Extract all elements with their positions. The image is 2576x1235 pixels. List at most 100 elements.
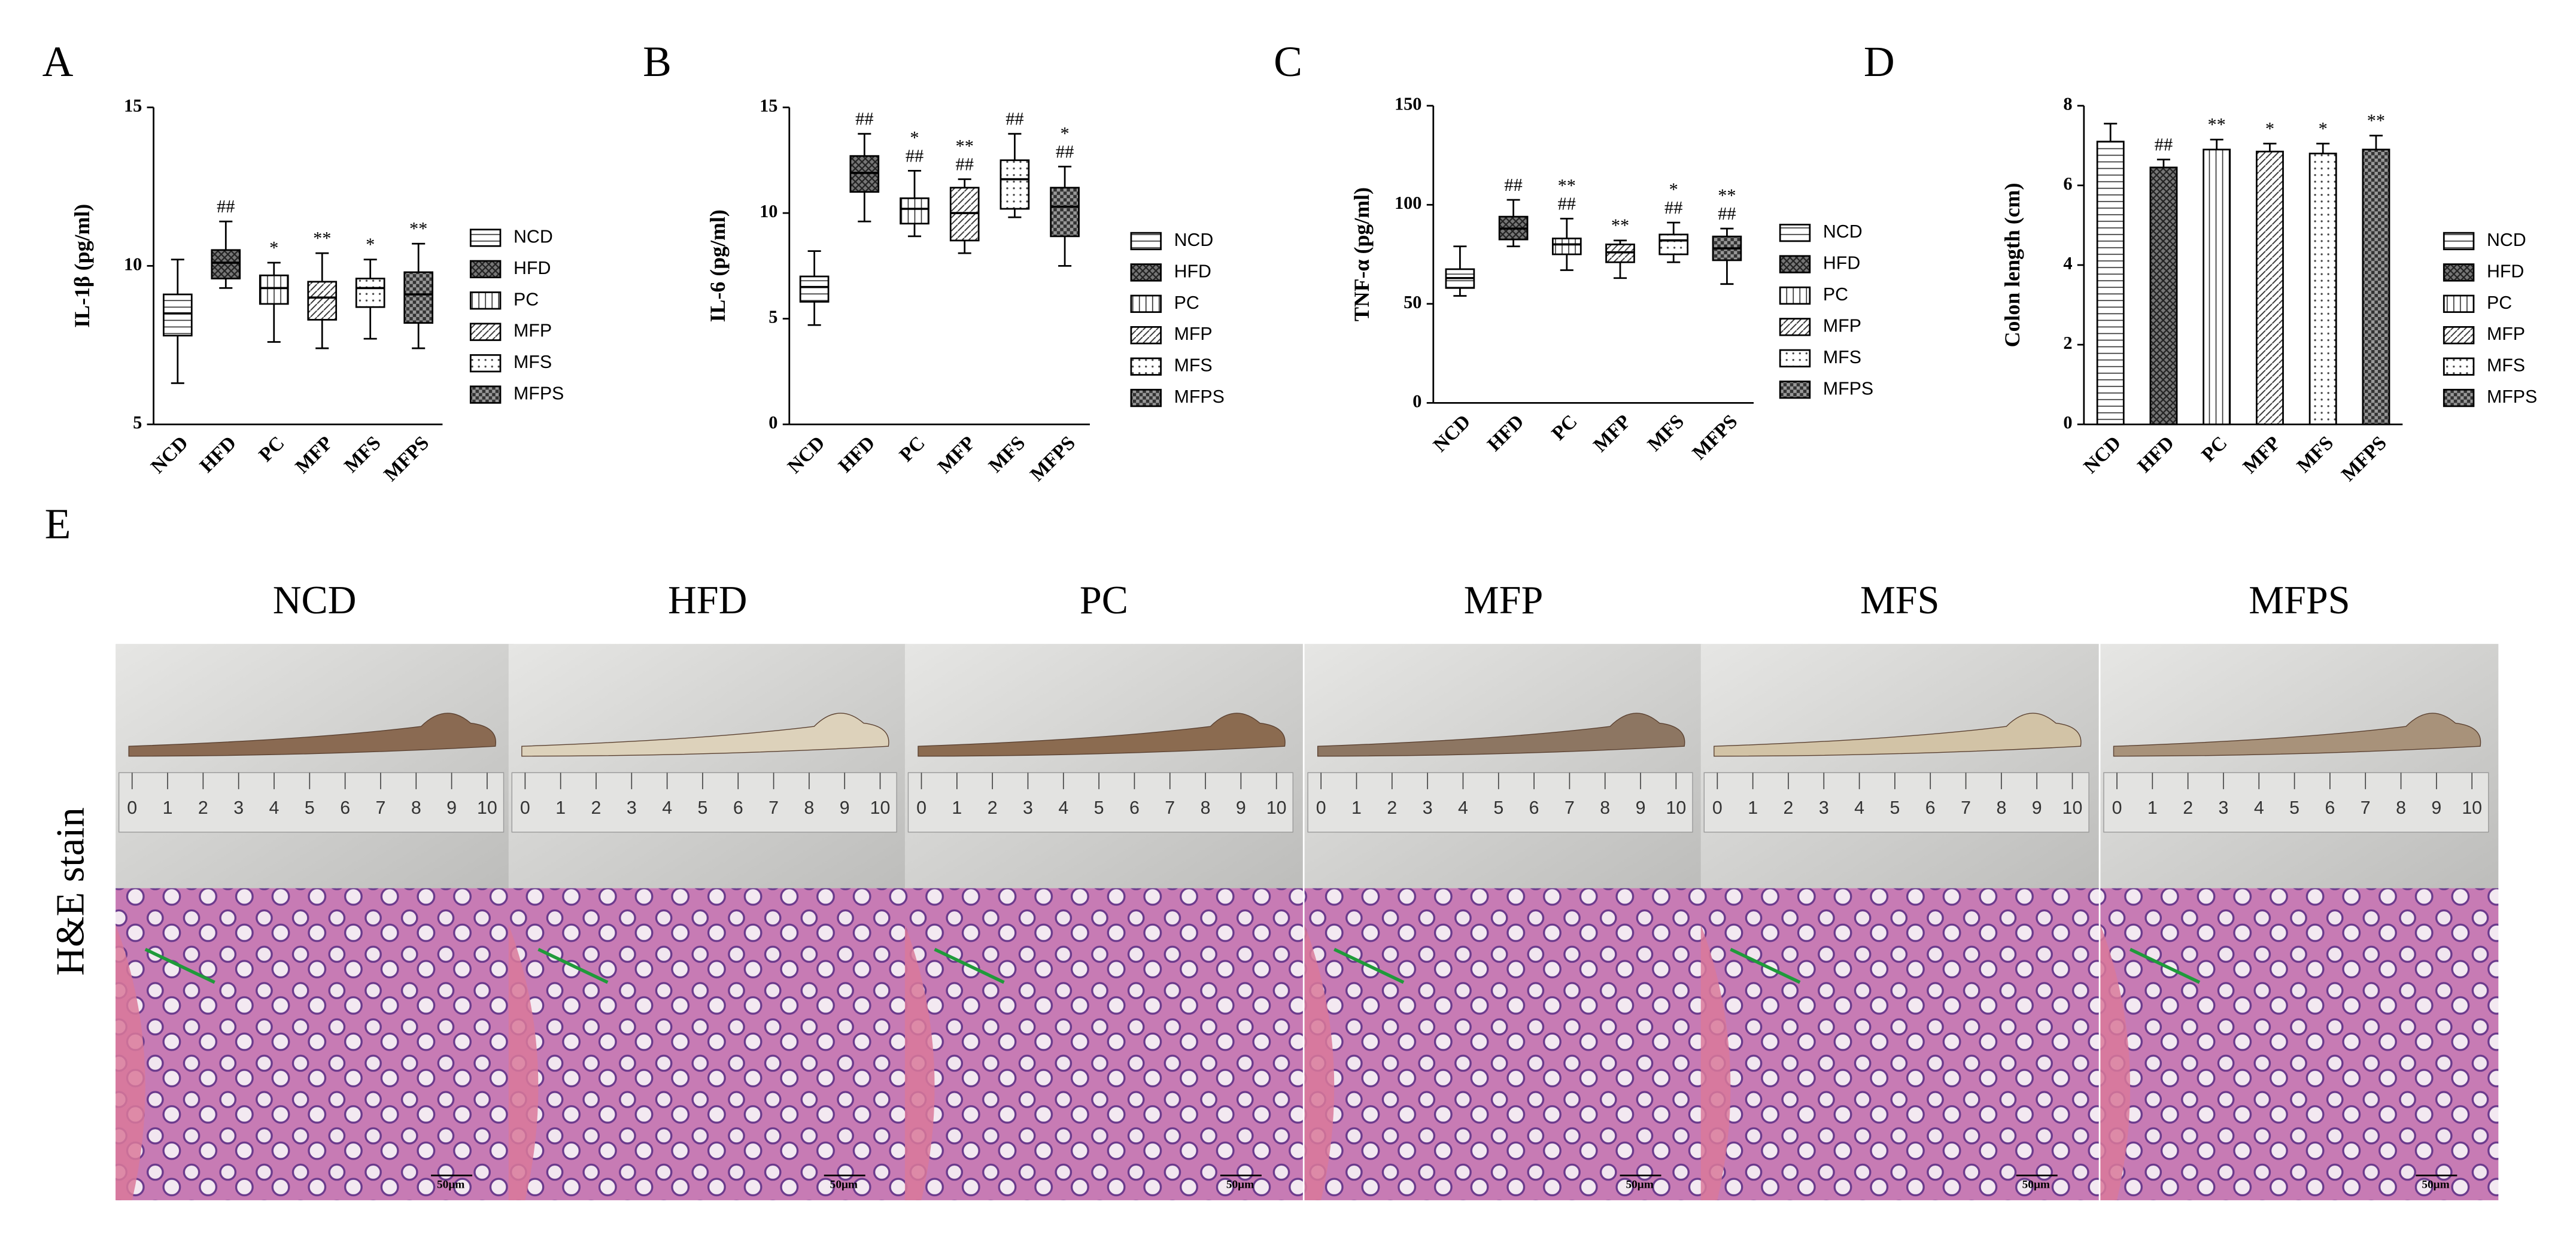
ruler-label: 1 (555, 798, 566, 818)
ruler-label: 0 (916, 798, 926, 818)
ruler-label: 4 (662, 798, 672, 818)
bar (2362, 148, 2390, 425)
x-tick-label: MFPS (380, 432, 433, 485)
legend-label: MFS (514, 352, 552, 372)
scale-bar-label: 50μm (437, 1179, 464, 1191)
ruler-label: 7 (1165, 798, 1175, 818)
significance-label: ** (1611, 215, 1629, 236)
ruler-label: 2 (591, 798, 602, 818)
x-tick-label: MFP (934, 432, 979, 477)
ruler-label: 3 (2219, 798, 2229, 818)
ruler-label: 0 (127, 798, 137, 818)
legend-label: NCD (2487, 230, 2526, 250)
colon-tissue (128, 713, 496, 757)
ruler-label: 7 (2361, 798, 2371, 818)
histology (508, 888, 907, 1200)
scale-bar-label: 50μm (2022, 1179, 2050, 1191)
ruler (1703, 772, 2089, 833)
group-title: HFD (668, 579, 747, 622)
colon-photo (904, 644, 1303, 889)
legend-label: MFS (1823, 348, 1861, 367)
thickness-arrow (2129, 948, 2201, 984)
legend-swatch (1130, 263, 1162, 282)
significance-label: * (910, 127, 919, 148)
ruler-label: 6 (1925, 798, 1936, 818)
box (403, 271, 434, 324)
significance-label: * (2319, 118, 2328, 139)
ruler-label: 0 (2112, 798, 2122, 818)
legend-label: PC (1174, 293, 1199, 313)
significance-label: ** (2367, 111, 2385, 131)
ruler-label: 10 (2462, 798, 2482, 818)
x-tick-label: HFD (196, 432, 241, 477)
x-tick-label: NCD (147, 432, 192, 477)
y-tick-label: 0 (768, 412, 777, 433)
legend-swatch (1130, 388, 1162, 407)
ruler-label: 1 (952, 798, 962, 818)
bar (2149, 166, 2178, 425)
ruler (511, 772, 897, 833)
group-title: PC (1080, 579, 1128, 622)
stain-label: H&E stain (48, 807, 92, 975)
x-tick-label: MFS (2293, 432, 2338, 477)
legend-label: MFP (1823, 316, 1861, 336)
ruler (118, 772, 505, 833)
muscle-layer (2100, 924, 2131, 1200)
panel-label: D (1864, 38, 1895, 86)
y-tick-label: 150 (1395, 94, 1422, 114)
ruler-label: 4 (269, 798, 280, 818)
significance-label: ## (855, 109, 873, 129)
histology (904, 888, 1303, 1200)
ruler-label: 10 (477, 798, 497, 818)
x-tick-label: NCD (783, 432, 829, 477)
thickness-arrow (1333, 948, 1405, 984)
group-title: MFS (1860, 579, 1940, 622)
colon-photo (116, 644, 514, 889)
colon-photo (1700, 644, 2099, 889)
ruler-label: 5 (2289, 798, 2299, 818)
ruler-label: 9 (1236, 798, 1246, 818)
significance-label: ## (906, 145, 924, 166)
y-axis-label: IL-1β (pg/ml) (70, 204, 94, 328)
legend-label: MFPS (1823, 379, 1873, 399)
colon-photo (2100, 644, 2499, 889)
significance-label: ## (1718, 203, 1736, 224)
y-tick-label: 5 (133, 412, 142, 433)
significance-label: ** (1718, 185, 1736, 206)
muscle-layer (508, 924, 539, 1200)
colon-tissue (918, 713, 1286, 757)
legend-swatch (1130, 326, 1162, 345)
significance-label: * (366, 235, 375, 255)
ruler-label: 6 (1529, 798, 1539, 818)
ruler-label: 5 (1890, 798, 1900, 818)
significance-label: * (1060, 123, 1069, 144)
significance-label: * (1669, 180, 1678, 200)
legend-swatch (2443, 388, 2475, 407)
ruler (907, 772, 1293, 833)
legend-swatch (1130, 232, 1162, 251)
ruler-label: 9 (2431, 798, 2441, 818)
significance-label: ## (1504, 175, 1522, 195)
legend-swatch (469, 229, 502, 247)
ruler (2103, 772, 2489, 833)
significance-label: ** (313, 228, 331, 248)
scale-bar-label: 50μm (2422, 1179, 2449, 1191)
y-tick-label: 10 (760, 201, 777, 221)
ruler-label: 7 (1961, 798, 1971, 818)
box (211, 249, 241, 279)
thickness-arrow (144, 948, 215, 984)
x-tick-label: NCD (2080, 432, 2125, 477)
muscle-layer (1304, 924, 1335, 1200)
ruler-label: 1 (2147, 798, 2158, 818)
legend-swatch (469, 354, 502, 373)
x-tick-label: PC (1548, 410, 1582, 445)
y-tick-label: 100 (1395, 193, 1422, 213)
legend-swatch (469, 291, 502, 310)
bar (2203, 148, 2231, 425)
ruler-label: 2 (1784, 798, 1794, 818)
x-tick-label: MFPS (1688, 410, 1742, 464)
y-tick-label: 10 (124, 254, 142, 274)
legend-swatch (2443, 294, 2475, 313)
ruler-label: 6 (340, 798, 350, 818)
